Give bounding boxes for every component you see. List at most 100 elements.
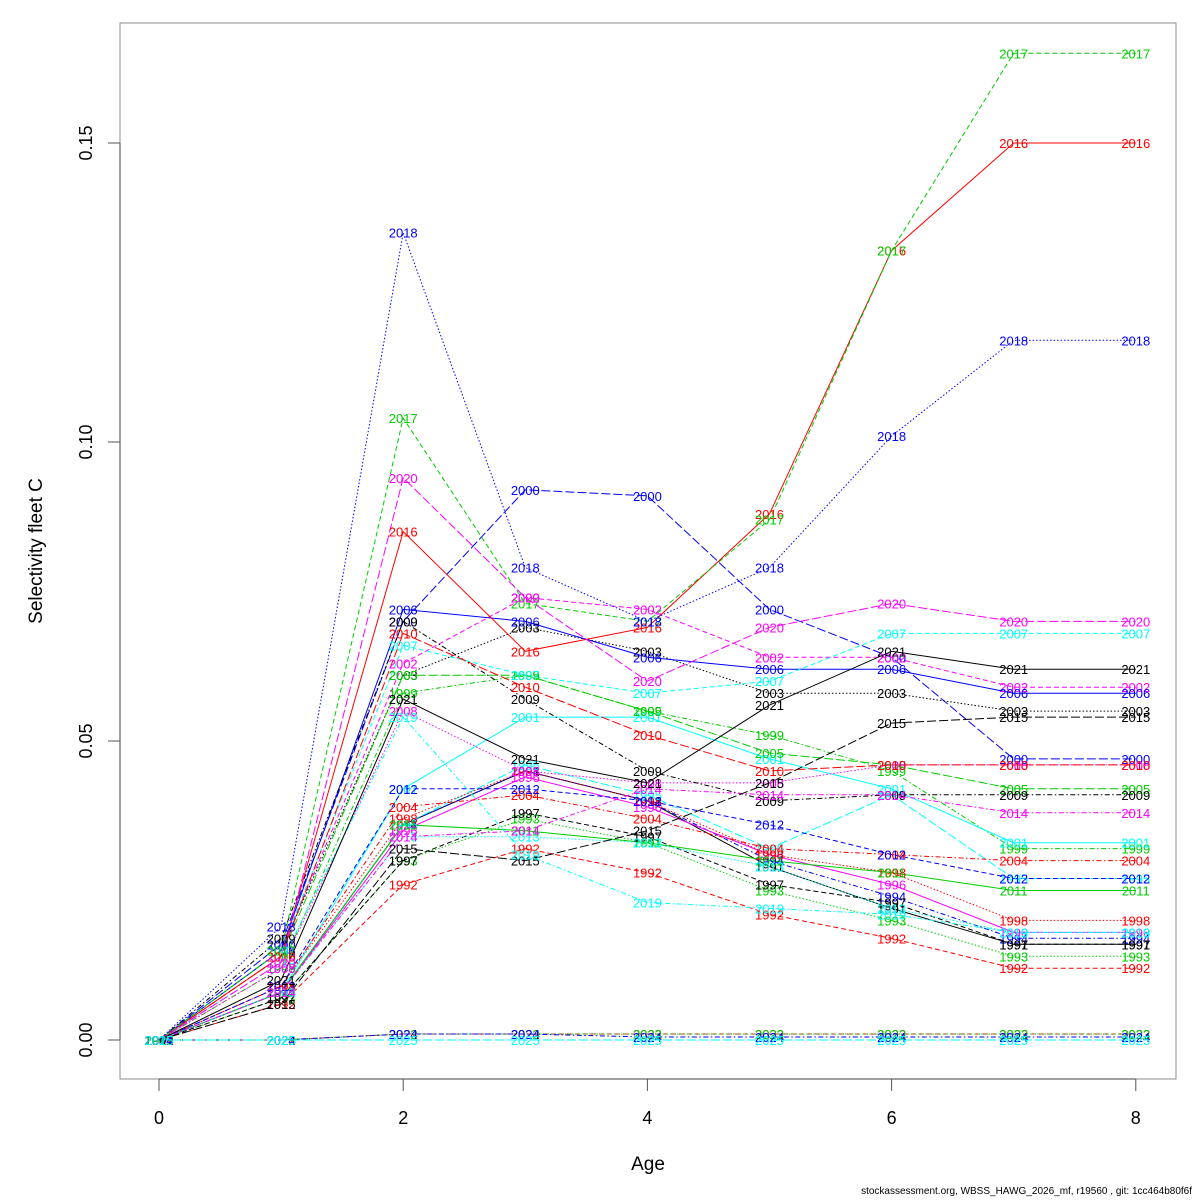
point-label-1994-age-5: 1994 (755, 854, 784, 869)
point-label-2019-age-7: 2019 (999, 925, 1028, 940)
point-label-2007-age-3: 2007 (511, 668, 540, 683)
point-label-2006-age-1: 2006 (267, 943, 296, 958)
point-label-2017-age-1: 2017 (267, 943, 296, 958)
series-line-2002 (158, 596, 1136, 1041)
point-label-2013-age-6: 2013 (877, 901, 906, 916)
point-label-2008-age-0: 2008 (145, 1033, 174, 1048)
point-label-2005-age-7: 2005 (999, 782, 1028, 797)
point-label-2005-age-4: 2005 (633, 704, 662, 719)
series-layer (158, 52, 1136, 1041)
point-label-2001-age-5: 2001 (755, 752, 784, 767)
point-label-1991-age-7: 1991 (999, 937, 1028, 952)
point-label-2001-age-8: 2001 (1121, 836, 1150, 851)
point-label-1991-age-4: 1991 (633, 794, 662, 809)
point-label-2019-age-6: 2019 (877, 907, 906, 922)
point-label-2007-age-5: 2007 (755, 674, 784, 689)
point-label-2007-age-0: 2007 (145, 1033, 174, 1048)
point-label-2007-age-7: 2007 (999, 626, 1028, 641)
point-label-2005-age-1: 2005 (267, 949, 296, 964)
point-label-2001-age-7: 2001 (999, 836, 1028, 851)
point-label-2024-age-0: 2024 (145, 1033, 174, 1048)
point-label-2025-age-6: 2025 (877, 1033, 906, 1048)
point-label-1999-age-5: 1999 (755, 728, 784, 743)
point-label-2002-age-2: 2002 (389, 656, 418, 671)
point-label-2010-age-8: 2010 (1121, 758, 1150, 773)
point-label-2021-age-7: 2021 (999, 662, 1028, 677)
point-label-1993-age-5: 1993 (755, 884, 784, 899)
point-label-2008-age-6: 2008 (877, 758, 906, 773)
point-label-2018-age-6: 2018 (877, 429, 906, 444)
point-label-2025-age-3: 2025 (511, 1033, 540, 1048)
point-label-2008-age-5: 2008 (755, 776, 784, 791)
point-label-2018-age-1: 2018 (267, 919, 296, 934)
point-label-2015-age-1: 2015 (267, 997, 296, 1012)
point-label-1997-age-7: 1997 (999, 937, 1028, 952)
point-label-2009-age-8: 2009 (1121, 788, 1150, 803)
point-label-2018-age-3: 2018 (511, 561, 540, 576)
point-label-2009-age-0: 2009 (145, 1033, 174, 1048)
point-label-2011-age-5: 2011 (756, 854, 784, 869)
point-label-2020-age-5: 2020 (755, 620, 784, 635)
point-label-1997-age-2: 1997 (389, 854, 418, 869)
point-label-2022-age-8: 2022 (1121, 1027, 1150, 1042)
point-label-1993-age-3: 1993 (511, 812, 540, 827)
y-axis-title: Selectivity fleet C (26, 478, 47, 624)
point-label-2019-age-0: 2019 (145, 1033, 174, 1048)
point-label-2016-age-0: 2016 (145, 1033, 174, 1048)
point-label-2008-age-3: 2008 (511, 764, 540, 779)
point-label-2003-age-3: 2003 (511, 620, 540, 635)
x-tick-label-4: 4 (642, 1108, 652, 1128)
point-label-2010-age-6: 2010 (877, 758, 906, 773)
series-line-1996 (158, 776, 1136, 1041)
point-label-2006-age-2: 2006 (389, 602, 418, 617)
x-tick-label-2: 2 (398, 1108, 408, 1128)
point-label-1997-age-3: 1997 (511, 806, 540, 821)
point-label-2006-age-0: 2006 (145, 1033, 174, 1048)
point-label-2005-age-3: 2005 (511, 668, 540, 683)
point-label-1991-age-6: 1991 (877, 901, 906, 916)
point-label-2019-age-5: 2019 (755, 901, 784, 916)
series-line-2015 (158, 716, 1136, 1041)
point-label-2017-age-0: 2017 (145, 1033, 174, 1048)
point-label-2004-age-6: 2004 (877, 848, 906, 863)
series-line-2024 (159, 1033, 1136, 1041)
point-label-2024-age-2: 2024 (389, 1027, 418, 1042)
point-label-2022-age-6: 2022 (877, 1027, 906, 1042)
point-label-2013-age-7: 2013 (999, 925, 1028, 940)
point-label-2005-age-8: 2005 (1121, 782, 1150, 797)
axes: 0 2 4 6 8 0.00 0.05 0.10 0.15 (76, 125, 1141, 1128)
point-label-1995-age-8: 1995 (1121, 872, 1150, 887)
point-label-2014-age-2: 2014 (389, 830, 418, 845)
point-label-2005-age-6: 2005 (877, 758, 906, 773)
point-label-2002-age-7: 2002 (999, 680, 1028, 695)
point-label-1991-age-0: 1991 (145, 1033, 174, 1048)
point-label-2015-age-5: 2015 (755, 776, 784, 791)
point-label-2013-age-2: 2013 (389, 830, 418, 845)
point-label-1992-age-6: 1992 (877, 931, 906, 946)
point-label-1991-age-3: 1991 (511, 764, 540, 779)
series-line-2020 (158, 476, 1136, 1041)
point-label-2017-age-7: 2017 (999, 46, 1028, 61)
point-label-2022-age-5: 2022 (755, 1027, 784, 1042)
point-label-2010-age-4: 2010 (633, 728, 662, 743)
point-label-2014-age-4: 2014 (633, 782, 662, 797)
point-label-2012-age-3: 2012 (511, 782, 540, 797)
point-label-1997-age-0: 1997 (145, 1033, 174, 1048)
point-label-2010-age-7: 2010 (999, 758, 1028, 773)
point-label-2009-age-3: 2009 (511, 692, 540, 707)
series-line-2010 (158, 632, 1136, 1041)
point-label-1994-age-4: 1994 (633, 794, 662, 809)
footer-credit: stockassessment.org, WBSS_HAWG_2026_mf, … (861, 1186, 1192, 1197)
point-label-2020-age-3: 2020 (511, 591, 540, 606)
point-label-2016-age-7: 2016 (999, 136, 1028, 151)
y-tick-label-2: 0.10 (76, 424, 96, 459)
point-label-2010-age-5: 2010 (755, 764, 784, 779)
point-label-1998-age-6: 1998 (877, 866, 906, 881)
point-label-1991-age-5: 1991 (755, 860, 784, 875)
point-label-2020-age-7: 2020 (999, 614, 1028, 629)
point-label-2020-age-8: 2020 (1121, 614, 1150, 629)
point-label-2019-age-8: 2019 (1121, 925, 1150, 940)
point-label-2004-age-7: 2004 (999, 854, 1028, 869)
point-label-2002-age-4: 2002 (633, 602, 662, 617)
point-label-2004-age-3: 2004 (511, 788, 540, 803)
